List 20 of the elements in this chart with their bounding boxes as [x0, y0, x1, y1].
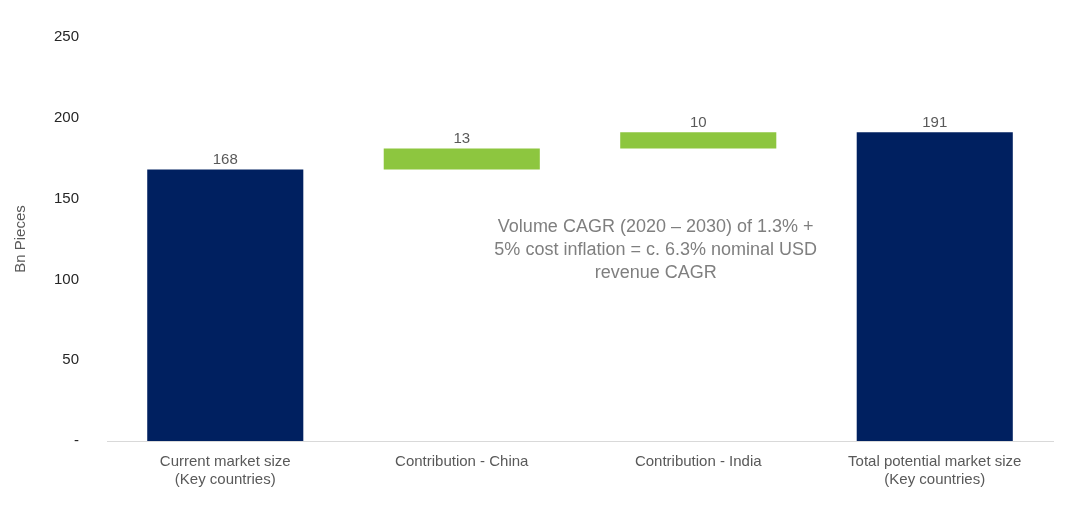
y-tick-label: 200 — [54, 107, 80, 125]
y-tick-label: 250 — [54, 27, 80, 45]
data-label: 191 — [922, 112, 948, 130]
y-tick-label: 100 — [54, 269, 80, 287]
y-tick-label: - — [74, 431, 80, 449]
data-label: 13 — [453, 129, 471, 147]
bar — [147, 169, 304, 441]
x-tick-label: Total potential market size (Key countries) — [848, 452, 1022, 488]
bar — [856, 132, 1013, 441]
y-tick-label: 150 — [54, 188, 80, 206]
x-tick-label: Contribution - China — [395, 452, 530, 470]
y-tick-label: 50 — [62, 350, 80, 368]
x-tick-label: Contribution - India — [634, 452, 763, 470]
bar — [620, 132, 777, 149]
annotation: Volume CAGR (2020 – 2030) of 1.3% + 5% cost inflation = c. 6.3% nominal USD revenue CAGR — [494, 215, 818, 282]
data-label: 10 — [689, 112, 707, 130]
bar — [383, 148, 540, 170]
y-axis-title: Bn Pieces — [11, 205, 29, 273]
x-tick-label: Current market size (Key countries) — [159, 452, 291, 488]
data-label: 168 — [212, 150, 238, 168]
